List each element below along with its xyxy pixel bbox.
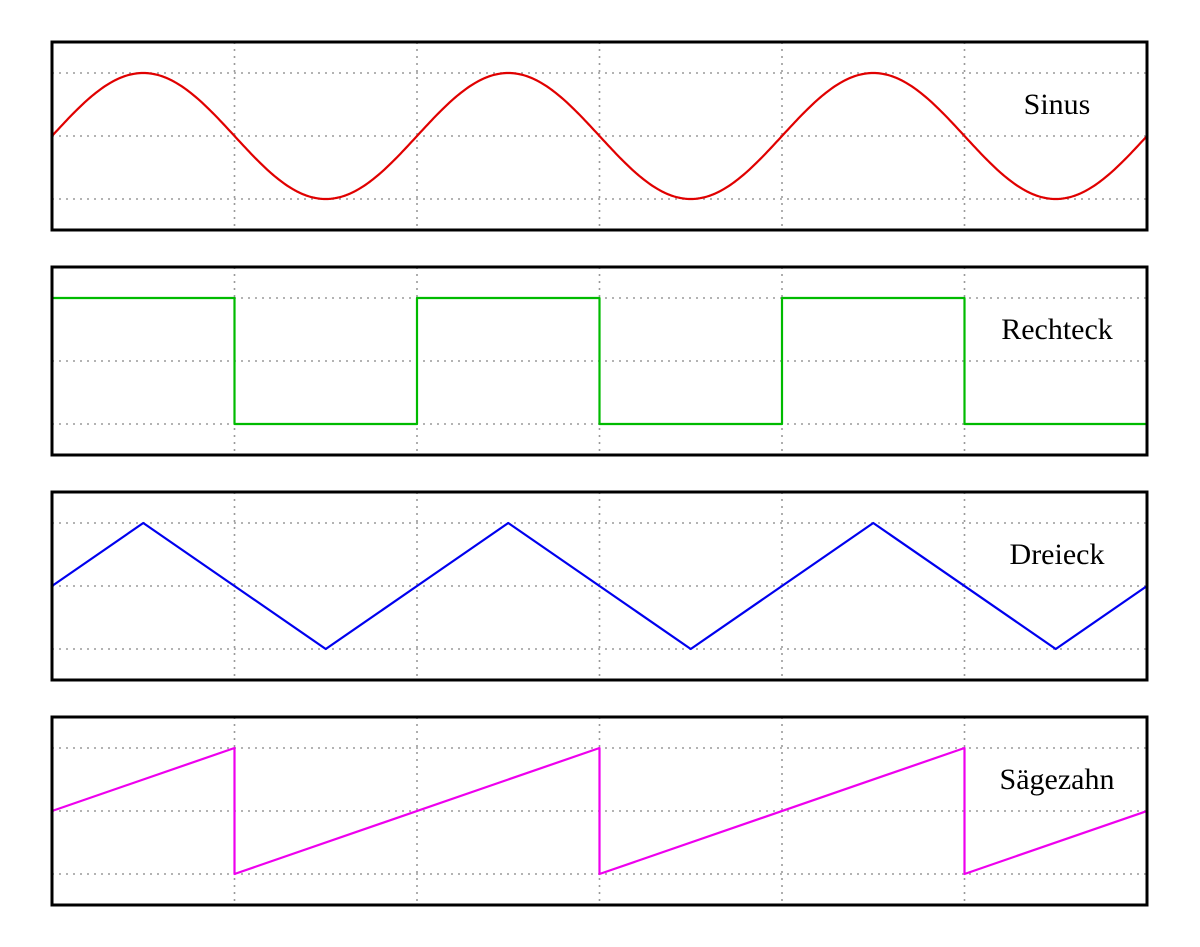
panel-sawtooth-frame — [50, 715, 1149, 907]
square-wave — [52, 296, 1147, 426]
panel-square: Rechteck — [50, 265, 1149, 457]
panel-sine-frame — [50, 40, 1149, 232]
panel-triangle: Dreieck — [50, 490, 1149, 682]
square-label: Rechteck — [1001, 313, 1113, 346]
sine-wave — [51, 71, 1148, 201]
panel-sine: Sinus — [50, 40, 1149, 232]
sawtooth-label: Sägezahn — [1000, 763, 1115, 796]
panel-triangle-frame — [50, 490, 1149, 682]
sawtooth-wave — [51, 746, 1148, 876]
sine-label: Sinus — [1024, 88, 1091, 121]
triangle-label: Dreieck — [1010, 538, 1105, 571]
triangle-wave — [51, 521, 1148, 651]
panel-square-frame — [50, 265, 1149, 457]
panel-sawtooth: Sägezahn — [50, 715, 1149, 907]
